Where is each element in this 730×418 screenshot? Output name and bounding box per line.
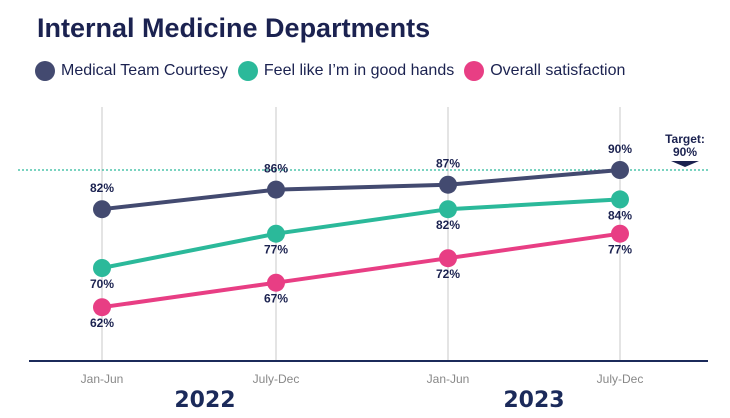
data-label: 70% bbox=[90, 277, 114, 291]
year-label: 2022 bbox=[174, 388, 235, 413]
series-line-1 bbox=[101, 197, 621, 270]
legend-item-good-hands: Feel like I’m in good hands bbox=[237, 61, 455, 81]
x-tick-label: Jan-Jun bbox=[427, 372, 470, 386]
data-label: 86% bbox=[264, 162, 288, 176]
data-label: 90% bbox=[608, 142, 632, 156]
x-tick-label: Jan-Jun bbox=[81, 372, 124, 386]
data-label: 77% bbox=[608, 243, 632, 257]
legend-marker bbox=[35, 61, 55, 81]
data-point bbox=[439, 175, 457, 194]
x-tick-label: July-Dec bbox=[597, 372, 644, 386]
legend-marker bbox=[237, 61, 258, 81]
data-point bbox=[267, 224, 285, 243]
data-point bbox=[611, 224, 629, 243]
legend-item-medical-team-courtesy: Medical Team Courtesy bbox=[35, 61, 228, 81]
data-point bbox=[611, 161, 629, 179]
legend-marker bbox=[464, 61, 485, 81]
legend-label: Medical Team Courtesy bbox=[61, 62, 228, 79]
legend-label: Overall satisfaction bbox=[490, 62, 626, 79]
data-label: 84% bbox=[608, 208, 632, 222]
data-point bbox=[93, 200, 111, 219]
data-label: 82% bbox=[436, 218, 460, 232]
data-label: 77% bbox=[264, 243, 288, 257]
data-label: 67% bbox=[264, 292, 288, 306]
data-point bbox=[439, 200, 457, 219]
legend-label: Feel like I’m in good hands bbox=[263, 62, 455, 79]
data-point bbox=[267, 180, 285, 199]
year-label: 2023 bbox=[503, 388, 564, 413]
series-line-0 bbox=[101, 168, 621, 212]
data-label: 87% bbox=[436, 157, 460, 171]
legend-item-overall-satisfaction: Overall satisfaction bbox=[464, 61, 625, 81]
data-label: 72% bbox=[436, 267, 460, 281]
data-point bbox=[611, 190, 629, 209]
data-label: 62% bbox=[90, 316, 114, 330]
data-label: 82% bbox=[90, 181, 114, 195]
data-point bbox=[93, 298, 111, 317]
data-point bbox=[93, 259, 111, 277]
series-line-2 bbox=[101, 231, 621, 310]
data-point bbox=[267, 273, 285, 292]
data-point bbox=[439, 249, 457, 268]
target-label: Target: bbox=[665, 132, 705, 146]
target-arrow-icon bbox=[671, 161, 699, 167]
legend: Medical Team Courtesy Feel like I’m in g… bbox=[35, 61, 635, 81]
target-value-label: 90% bbox=[673, 145, 697, 159]
x-tick-label: July-Dec bbox=[253, 372, 300, 386]
chart-title: Internal Medicine Departments bbox=[37, 13, 431, 43]
